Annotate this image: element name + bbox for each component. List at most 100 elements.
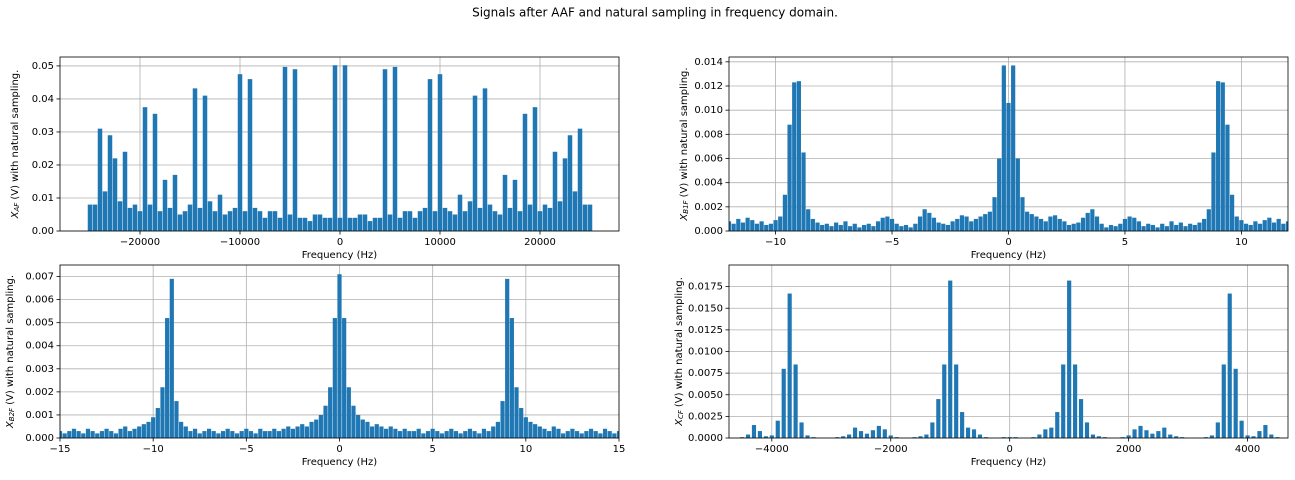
- bar: [1001, 437, 1006, 438]
- bar: [1230, 194, 1235, 231]
- bar: [352, 217, 358, 231]
- bar: [1055, 412, 1060, 438]
- bar: [1281, 223, 1286, 231]
- bar: [509, 318, 514, 438]
- bar: [232, 207, 238, 231]
- bar: [104, 428, 109, 438]
- x-tick-label: 15: [613, 444, 626, 455]
- bar: [1066, 224, 1072, 231]
- bar: [527, 204, 533, 231]
- bar: [183, 426, 188, 438]
- bar: [207, 201, 213, 231]
- bar: [769, 435, 774, 438]
- bar: [417, 211, 423, 231]
- bar: [1206, 209, 1211, 231]
- bar: [402, 428, 407, 438]
- bar: [495, 421, 500, 438]
- x-tick-label: 0: [1005, 237, 1011, 248]
- bar: [537, 211, 543, 231]
- bar: [132, 428, 137, 438]
- bar: [314, 419, 319, 438]
- bar: [85, 428, 91, 438]
- bar: [239, 431, 244, 438]
- bar: [517, 211, 523, 231]
- bar: [1011, 65, 1016, 231]
- bar: [365, 421, 370, 438]
- bar: [435, 431, 440, 438]
- bar: [834, 222, 839, 231]
- bar: [430, 428, 435, 438]
- bar: [1253, 221, 1258, 231]
- bar: [202, 431, 207, 438]
- bar: [1211, 152, 1216, 231]
- bar: [1076, 222, 1081, 231]
- bar: [92, 204, 98, 231]
- bar: [1269, 434, 1274, 438]
- bar: [1084, 422, 1090, 438]
- y-tick-label: 0.005: [25, 318, 54, 329]
- bar: [1029, 214, 1034, 231]
- bar: [427, 79, 433, 231]
- bar: [931, 217, 937, 231]
- bar: [1169, 221, 1174, 231]
- bar: [533, 424, 538, 438]
- bar: [107, 135, 113, 231]
- bar: [462, 211, 468, 231]
- x-axis-label: Frequency (Hz): [302, 250, 378, 261]
- bar: [192, 88, 198, 231]
- bar: [965, 427, 971, 438]
- bar: [1233, 368, 1238, 438]
- bar: [230, 431, 235, 438]
- bar: [1113, 226, 1118, 231]
- y-tick-label: 0.0050: [688, 390, 723, 401]
- bar: [1015, 158, 1020, 231]
- bar: [1067, 280, 1072, 438]
- bar: [1251, 436, 1256, 438]
- bar: [899, 226, 904, 231]
- bar: [764, 224, 769, 231]
- bar: [458, 433, 463, 438]
- bar: [751, 425, 757, 438]
- bar: [167, 207, 173, 231]
- bar: [1132, 429, 1137, 438]
- y-tick-label: 0.03: [32, 127, 54, 138]
- bar: [570, 428, 575, 438]
- bar: [300, 424, 305, 438]
- bar: [1049, 427, 1054, 438]
- bar: [122, 151, 128, 231]
- bar: [437, 74, 443, 231]
- bar: [903, 224, 909, 231]
- bar: [522, 113, 528, 231]
- bar: [467, 201, 473, 231]
- bar: [556, 428, 561, 438]
- bar: [1102, 437, 1107, 438]
- bar: [547, 207, 553, 231]
- bar: [745, 434, 751, 438]
- bar: [197, 207, 203, 231]
- y-tick-label: 0.02: [32, 160, 54, 171]
- bar: [512, 179, 518, 231]
- bar: [146, 421, 151, 438]
- bar: [731, 223, 736, 231]
- bar: [587, 204, 593, 231]
- bar: [792, 82, 797, 231]
- x-tick-label: 20000: [524, 237, 556, 248]
- bar: [388, 426, 393, 438]
- bar: [453, 431, 459, 438]
- bar: [616, 431, 619, 438]
- bar: [1216, 81, 1221, 231]
- bar: [216, 433, 221, 438]
- bar: [491, 426, 496, 438]
- bar: [858, 431, 864, 438]
- bar: [383, 428, 389, 438]
- bar: [1007, 437, 1012, 438]
- bar: [908, 227, 913, 231]
- bar: [801, 152, 806, 231]
- bar: [81, 433, 86, 438]
- bar: [177, 214, 183, 231]
- bar: [272, 428, 277, 438]
- bar: [977, 434, 983, 438]
- bar: [750, 220, 755, 231]
- bar: [262, 217, 268, 231]
